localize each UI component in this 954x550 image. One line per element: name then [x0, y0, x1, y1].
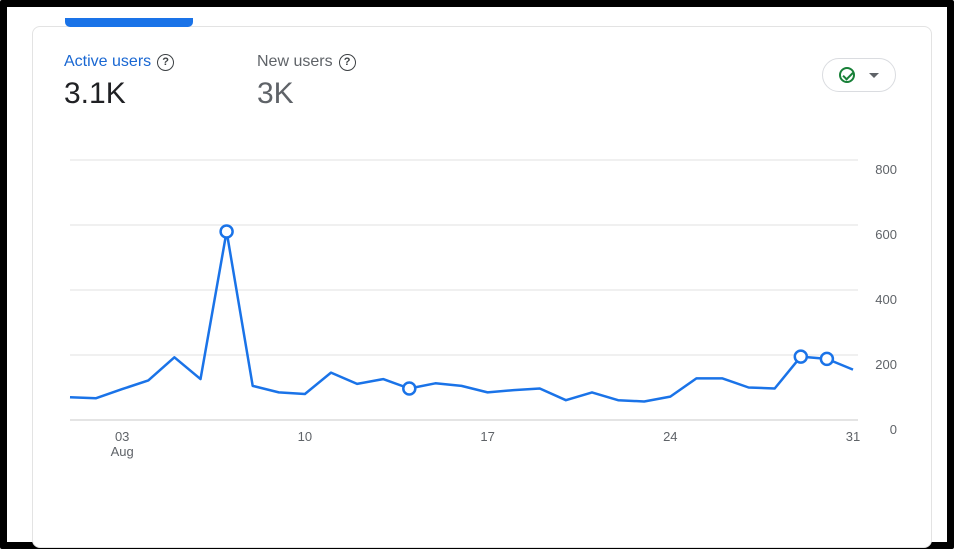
users-card [32, 26, 932, 548]
data-point-marker[interactable] [402, 381, 417, 396]
x-tick-label: 31 [846, 429, 860, 444]
caret-down-icon [869, 72, 879, 78]
series-line [69, 230, 854, 403]
data-point-marker[interactable] [793, 349, 809, 364]
y-tick-label: 200 [875, 357, 897, 372]
y-tick-label: 400 [875, 292, 897, 307]
series-markers [219, 224, 835, 396]
active-users-label: Active users [64, 53, 152, 70]
check-circle-icon [839, 67, 855, 83]
metric-label-new: New users ? [257, 53, 356, 71]
x-tick-label: 24 [663, 429, 677, 444]
y-axis-ticks: 0 200 400 600 800 [875, 162, 897, 437]
metric-tab-new-users[interactable]: New users ? 3K [257, 53, 356, 111]
metric-label-active: Active users ? [64, 53, 175, 71]
help-icon[interactable]: ? [338, 53, 356, 71]
active-users-value: 3.1K [64, 77, 126, 110]
x-tick-label: 17 [480, 429, 494, 444]
x-tick-label: 10 [298, 429, 312, 444]
y-tick-label: 800 [875, 162, 897, 177]
new-users-label: New users [257, 53, 333, 70]
data-point-marker[interactable] [219, 224, 234, 239]
new-users-value: 3K [257, 77, 294, 110]
chart-gridlines [70, 159, 858, 421]
y-tick-label: 600 [875, 227, 897, 242]
x-tick-sublabel: Aug [111, 444, 134, 459]
data-point-marker[interactable] [819, 351, 835, 367]
help-icon[interactable]: ? [157, 53, 175, 71]
metric-tab-active-users[interactable]: Active users ? 3.1K [64, 53, 175, 111]
active-tab-indicator [65, 18, 193, 27]
compare-dropdown-button[interactable] [822, 58, 896, 92]
x-tick-label: 03 [115, 429, 129, 444]
y-tick-label: 0 [890, 422, 897, 437]
